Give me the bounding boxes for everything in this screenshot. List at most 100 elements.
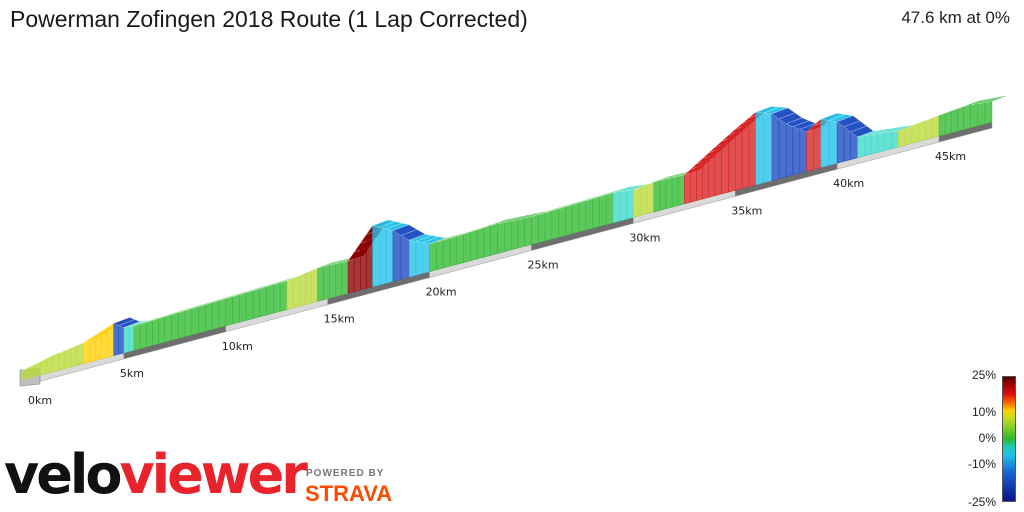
legend-label-0: 0%: [978, 431, 996, 445]
profile-slice-front: [279, 280, 288, 312]
profile-slice-front: [245, 290, 254, 321]
profile-slice-front: [463, 231, 471, 263]
profile-slice-front: [191, 306, 199, 336]
profile-slice-front: [232, 294, 240, 325]
distance-tick-label: 30km: [629, 231, 660, 244]
profile-slice-front: [702, 152, 709, 200]
strava-logo[interactable]: STRAVA: [305, 481, 393, 506]
profile-slice-front: [385, 228, 394, 284]
profile-slice-front: [27, 364, 35, 379]
profile-slice-front: [572, 202, 580, 234]
profile-slice-front: [792, 126, 800, 176]
profile-slice-front: [599, 194, 607, 227]
profile-slice-front: [771, 113, 780, 181]
profile-slice-front: [225, 296, 233, 327]
profile-slice-front: [292, 275, 300, 309]
profile-slice-front: [970, 103, 978, 128]
profile-slice-front: [184, 308, 193, 337]
profile-slice-front: [843, 126, 851, 162]
profile-slice-front: [123, 326, 130, 354]
profile-slice-front: [735, 123, 743, 191]
profile-slice-front: [891, 130, 899, 149]
legend-label-minus25: -25%: [967, 495, 996, 509]
profile-slice-front: [984, 101, 993, 125]
logo-viewer-text: viewer: [119, 443, 307, 506]
route-title: Powerman Zofingen 2018 Route (1 Lap Corr…: [10, 6, 528, 32]
profile-slice-front: [476, 227, 485, 260]
distance-tick-label: 5km: [120, 367, 144, 380]
profile-slice-front: [133, 323, 141, 351]
profile-slice-front: [366, 225, 373, 289]
profile-slice-front: [925, 117, 933, 140]
profile-slice-front: [836, 121, 845, 164]
profile-slice-front: [870, 133, 879, 155]
profile-slice-front: [714, 140, 722, 196]
profile-slice-front: [653, 180, 661, 213]
profile-slice-front: [449, 236, 457, 267]
profile-slice-front: [218, 298, 226, 328]
profile-slice-front: [977, 102, 986, 127]
profile-slice-front: [158, 316, 165, 344]
profile-slice-front: [286, 277, 294, 310]
profile-slice-front: [128, 325, 135, 352]
profile-slice-front: [422, 242, 430, 274]
profile-slice-front: [298, 272, 306, 307]
profile-slice-front: [763, 112, 773, 183]
profile-slice-front: [864, 134, 872, 157]
profile-slice-front: [612, 191, 620, 224]
distance-tick-label: 35km: [731, 204, 762, 217]
profile-slice-front: [178, 310, 186, 339]
profile-slice-front: [592, 196, 600, 229]
profile-slice-front: [470, 229, 478, 262]
profile-slice-front: [696, 158, 703, 201]
profile-slice-front: [820, 118, 830, 168]
profile-slice-front: [963, 105, 971, 130]
distance-tick-label: 25km: [527, 258, 558, 271]
profile-slice-front: [951, 108, 958, 134]
profile-slice-front: [741, 117, 750, 189]
distance-tick-label: 15km: [324, 313, 355, 326]
veloviewer-logo[interactable]: veloviewer: [4, 448, 308, 502]
profile-slice-front: [877, 132, 885, 153]
profile-slice-front: [323, 265, 330, 301]
profile-slice-top: [984, 95, 1009, 103]
profile-slice-front: [205, 302, 213, 332]
profile-slice-front: [52, 352, 59, 373]
profile-slice-front: [551, 208, 559, 240]
profile-slice-front: [146, 320, 153, 348]
profile-slice-front: [483, 225, 491, 258]
profile-slice-front: [748, 111, 756, 187]
profile-slice-front: [341, 260, 349, 296]
profile-slice-front: [510, 219, 519, 251]
profile-slice-front: [317, 266, 324, 302]
profile-slice-front: [335, 262, 343, 297]
profile-slice-front: [578, 200, 586, 233]
profile-slice-front: [585, 198, 593, 231]
profile-slice-front: [171, 312, 179, 341]
profile-slice-front: [918, 120, 926, 142]
profile-slice-front: [89, 334, 96, 363]
profile-slice-front: [690, 163, 697, 203]
profile-slice-front: [107, 323, 114, 358]
profile-slice-front: [898, 127, 906, 148]
profile-slice-front: [932, 115, 940, 139]
profile-slice-front: [904, 125, 913, 146]
profile-slice-front: [101, 326, 108, 360]
profile-slice-front: [755, 112, 764, 186]
profile-slice-front: [311, 267, 318, 304]
profile-slice-front: [456, 233, 464, 265]
profile-slice-front: [911, 122, 919, 144]
profile-slice-front: [372, 225, 380, 288]
profile-slice-front: [76, 342, 84, 366]
distance-tick-label: 0km: [28, 394, 52, 407]
profile-slice-front: [938, 112, 946, 137]
profile-slice-front: [239, 292, 247, 323]
profile-slice-front: [957, 106, 964, 132]
profile-slice-front: [58, 350, 65, 371]
profile-slice-front: [152, 318, 159, 346]
profile-slice-front: [665, 177, 673, 209]
distance-tick-label: 45km: [935, 150, 966, 163]
profile-slice-front: [708, 146, 716, 198]
profile-slice-front: [633, 186, 641, 218]
